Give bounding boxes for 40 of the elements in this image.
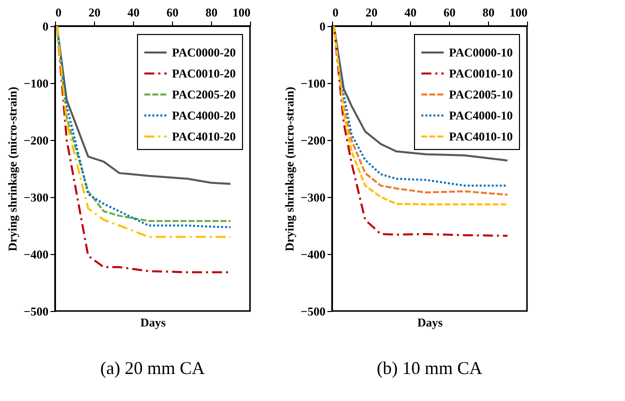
x-tick-label: 40 — [404, 6, 416, 20]
x-axis-title: Days — [140, 316, 166, 330]
legend-label: PAC4000-10 — [449, 108, 513, 122]
x-tick-label: 20 — [366, 6, 378, 20]
x-tick-label: 0 — [56, 6, 62, 20]
legend-label: PAC0010-20 — [172, 66, 236, 80]
x-axis-title: Days — [417, 316, 443, 330]
text: (b) 10 mm CA — [376, 358, 482, 378]
legend-label: PAC4000-20 — [172, 108, 236, 122]
y-tick-label: −400 — [300, 248, 326, 262]
text: (a) 20 mm CA — [100, 358, 205, 378]
y-tick-label: −300 — [24, 190, 48, 204]
y-axis-title: Drying shrinkage (micro-strain) — [282, 86, 297, 252]
y-tick-label: −500 — [24, 304, 48, 318]
y-axis-title: Drying shrinkage (micro-strain) — [6, 86, 20, 252]
y-tick-label: −500 — [300, 304, 326, 318]
x-tick-label: 20 — [88, 6, 100, 20]
x-tick-label: 60 — [166, 6, 178, 20]
legend-label: PAC0000-20 — [172, 46, 236, 60]
legend-label: PAC4010-20 — [172, 130, 236, 144]
y-tick-label: −400 — [24, 248, 48, 262]
y-tick-label: −200 — [300, 134, 326, 148]
x-tick-label: 100 — [510, 6, 528, 20]
legend-label: PAC0010-10 — [449, 66, 513, 80]
x-tick-label: 40 — [128, 6, 140, 20]
legend-label: PAC2005-10 — [449, 88, 513, 102]
x-tick-label: 100 — [232, 6, 250, 20]
legend-label: PAC0000-10 — [449, 46, 513, 60]
x-tick-label: 80 — [482, 6, 494, 20]
y-tick-label: 0 — [320, 20, 326, 34]
y-tick-label: −100 — [24, 76, 48, 90]
y-tick-label: −200 — [24, 134, 48, 148]
x-tick-label: 0 — [332, 6, 338, 20]
y-tick-label: −100 — [300, 76, 326, 90]
legend-label: PAC2005-20 — [172, 88, 236, 102]
y-tick-label: −300 — [300, 190, 326, 204]
x-tick-label: 60 — [444, 6, 456, 20]
x-tick-label: 80 — [206, 6, 218, 20]
legend-label: PAC4010-10 — [449, 130, 513, 144]
y-tick-label: 0 — [42, 20, 48, 34]
